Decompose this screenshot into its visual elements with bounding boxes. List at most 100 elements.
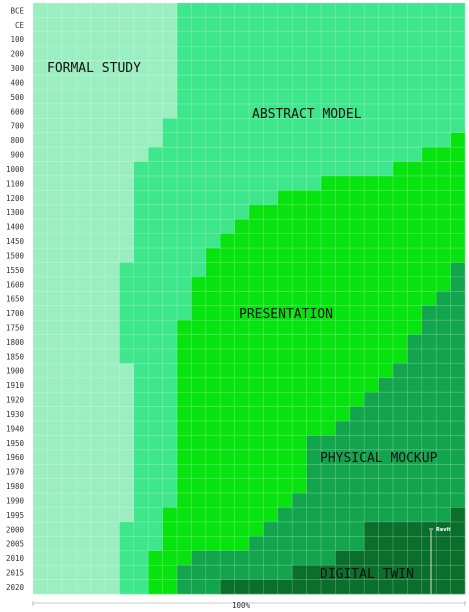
band-formal-study-2005 [33, 536, 120, 552]
band-presentation-1550 [205, 262, 451, 278]
band-formal-study-600 [33, 103, 178, 119]
label-formal-study: FORMAL STUDY [47, 61, 141, 76]
band-formal-study-1800 [33, 334, 120, 350]
band-presentation-1850 [177, 348, 408, 364]
band-physical-mockup-1750 [421, 320, 466, 335]
row-label-300: 300 [10, 64, 24, 73]
zone-labels: FORMAL STUDY ABSTRACT MODEL PRESENTATION… [47, 61, 438, 582]
band-abstract-model-1990 [133, 493, 178, 508]
band-presentation-900 [421, 147, 466, 162]
band-abstract-model-1450 [133, 233, 221, 249]
row-label-900: 900 [10, 151, 24, 160]
band-presentation-1000 [393, 161, 466, 177]
band-abstract-model-1900 [133, 363, 178, 379]
band-formal-study-1900 [33, 363, 135, 379]
row-label-1000: 1000 [6, 165, 25, 174]
band-formal-study-1000 [33, 161, 135, 177]
band-abstract-model-BCE [177, 3, 466, 18]
band-formal-study-1990 [33, 493, 135, 508]
row-label-600: 600 [10, 107, 24, 116]
band-formal-study-1940 [33, 421, 135, 436]
row-label-500: 500 [10, 93, 24, 102]
band-formal-study-2000 [33, 521, 120, 537]
band-formal-study-1200 [33, 190, 135, 206]
band-presentation-1500 [205, 248, 466, 263]
band-formal-study-1995 [33, 507, 135, 523]
band-abstract-model-2015 [119, 565, 149, 580]
row-label-1930: 1930 [6, 410, 25, 419]
band-abstract-model-1920 [133, 392, 178, 407]
band-formal-study-900 [33, 147, 149, 162]
band-formal-study-1920 [33, 392, 135, 407]
band-abstract-model-1970 [133, 464, 178, 479]
row-label-100: 100 [10, 35, 24, 44]
band-physical-mockup-1600 [450, 276, 466, 292]
band-abstract-model-100 [177, 31, 466, 47]
band-presentation-2000 [162, 521, 264, 537]
gridlines [32, 2, 466, 595]
band-physical-mockup-1995 [277, 507, 451, 523]
band-formal-study-2010 [33, 550, 120, 566]
band-formal-study-300 [33, 60, 178, 76]
band-abstract-model-1930 [133, 406, 178, 422]
row-label-1980: 1980 [6, 482, 25, 491]
band-digital-twin-2005 [364, 536, 466, 552]
band-digital-twin-2020 [220, 579, 466, 595]
row-label-2005: 2005 [6, 540, 24, 549]
band-digital-twin-1995 [450, 507, 466, 523]
band-digital-twin-2015 [292, 565, 466, 580]
band-presentation-1650 [191, 291, 437, 306]
row-label-2015: 2015 [6, 569, 24, 578]
band-formal-study-CE [33, 17, 178, 33]
row-label-2000: 2000 [6, 525, 25, 534]
band-formal-study-200 [33, 46, 178, 61]
row-label-700: 700 [10, 122, 24, 131]
band-abstract-model-1650 [119, 291, 192, 306]
band-presentation-2015 [148, 565, 178, 580]
band-presentation-1200 [277, 190, 466, 206]
band-physical-mockup-1990 [292, 493, 466, 508]
row-label-1920: 1920 [6, 396, 25, 405]
row-label-1650: 1650 [6, 295, 25, 304]
band-formal-study-500 [33, 89, 178, 105]
band-abstract-model-1550 [119, 262, 207, 278]
band-presentation-1995 [162, 507, 279, 523]
band-abstract-model-1100 [133, 175, 322, 191]
band-presentation-1910 [177, 377, 379, 393]
band-presentation-2020 [148, 579, 178, 595]
band-abstract-model-800 [162, 132, 451, 148]
band-presentation-800 [450, 132, 466, 148]
row-label-1970: 1970 [6, 468, 25, 477]
label-physical-mockup: PHYSICAL MOCKUP [320, 451, 438, 466]
band-abstract-model-500 [177, 89, 466, 105]
band-abstract-model-1700 [119, 305, 192, 321]
band-abstract-model-1800 [119, 334, 178, 350]
band-presentation-1400 [234, 219, 466, 234]
band-presentation-2005 [162, 536, 250, 552]
row-label-1700: 1700 [6, 309, 25, 318]
band-formal-study-1960 [33, 449, 135, 465]
row-label-1750: 1750 [6, 324, 25, 333]
row-label-200: 200 [10, 50, 24, 59]
row-label-1990: 1990 [6, 496, 25, 505]
band-abstract-model-600 [177, 103, 466, 119]
band-presentation-1600 [191, 276, 451, 292]
row-label-2010: 2010 [6, 554, 25, 563]
band-abstract-model-1940 [133, 421, 178, 436]
band-abstract-model-1000 [133, 161, 394, 177]
band-abstract-model-1300 [133, 204, 250, 220]
band-formal-study-1400 [33, 219, 135, 234]
row-label-1950: 1950 [6, 439, 25, 448]
row-label-1900: 1900 [6, 367, 25, 376]
row-label-1960: 1960 [6, 453, 25, 462]
band-formal-study-2015 [33, 565, 120, 580]
row-label-1940: 1940 [6, 424, 25, 433]
band-physical-mockup-1700 [421, 305, 466, 321]
band-formal-study-2020 [33, 579, 120, 595]
row-label-BCE: BCE [10, 6, 24, 15]
band-formal-study-1950 [33, 435, 135, 451]
band-physical-mockup-2000 [263, 521, 365, 537]
row-label-1850: 1850 [6, 352, 25, 361]
band-physical-mockup-2015 [177, 565, 293, 580]
row-label-1500: 1500 [6, 251, 25, 260]
